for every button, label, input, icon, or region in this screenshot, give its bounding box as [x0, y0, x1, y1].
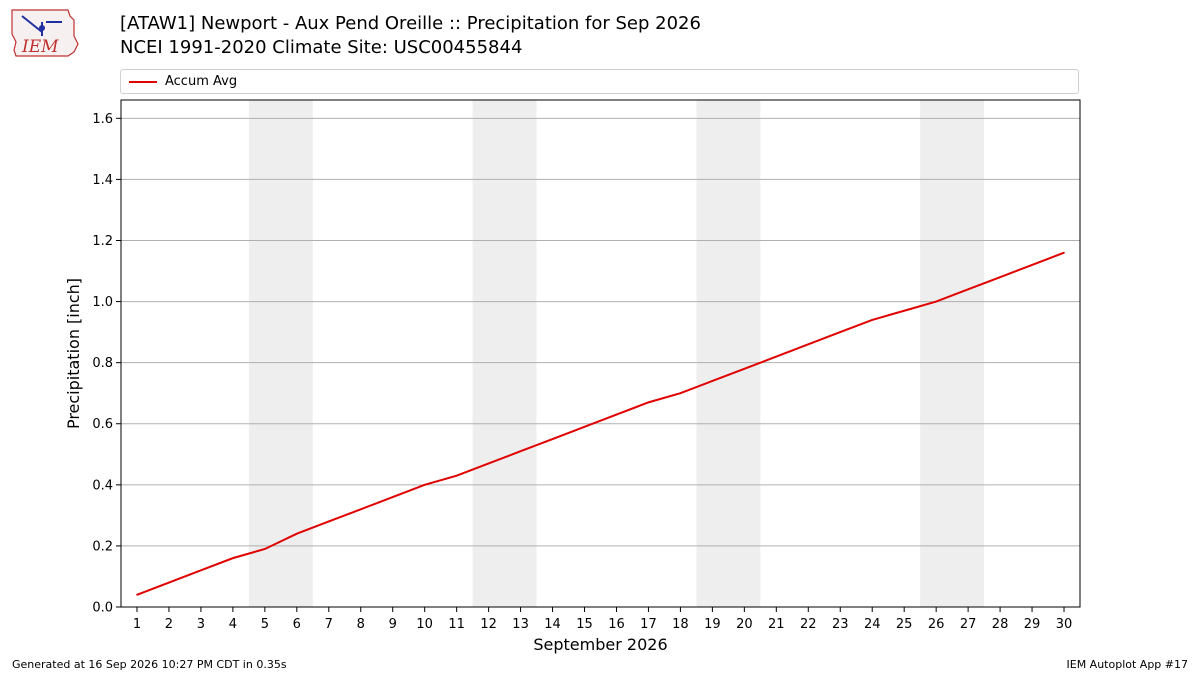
x-tick-label: 8	[357, 617, 365, 632]
x-tick-label: 19	[704, 617, 721, 632]
chart-subtitle: NCEI 1991-2020 Climate Site: USC00455844	[120, 37, 523, 58]
data-point	[775, 355, 778, 358]
data-point	[615, 413, 618, 416]
legend: Accum Avg	[120, 69, 1079, 94]
x-tick-label: 21	[768, 617, 785, 632]
data-point	[168, 581, 170, 584]
x-tick-label: 2	[165, 617, 173, 632]
x-tick-label: 6	[293, 617, 301, 632]
data-point	[232, 557, 234, 559]
data-point	[551, 438, 554, 440]
data-point	[1031, 264, 1033, 266]
y-tick-label: 1.6	[92, 112, 113, 127]
y-tick-label: 1.0	[92, 295, 113, 310]
x-tick-label: 13	[512, 617, 529, 632]
data-point	[296, 532, 298, 535]
chart-title: [ATAW1] Newport - Aux Pend Oreille :: Pr…	[120, 13, 701, 34]
x-tick-label: 12	[480, 617, 497, 632]
plot-frame	[120, 99, 1081, 608]
data-point	[264, 548, 266, 550]
footer-generated: Generated at 16 Sep 2026 10:27 PM CDT in…	[12, 658, 287, 671]
x-tick-label: 25	[896, 617, 913, 632]
data-point	[359, 508, 362, 511]
data-point	[935, 300, 937, 303]
data-point	[391, 496, 394, 498]
data-point	[679, 392, 682, 395]
data-point	[200, 569, 202, 572]
weekend-band	[920, 100, 985, 607]
data-point	[647, 401, 650, 404]
data-point	[743, 367, 746, 370]
data-point	[967, 288, 969, 291]
x-tick-label: 29	[1024, 617, 1041, 632]
weekend-band	[248, 100, 313, 607]
y-tick-label: 0.6	[92, 417, 113, 432]
legend-line-swatch	[129, 81, 157, 83]
legend-label: Accum Avg	[165, 74, 238, 89]
data-point	[487, 462, 490, 465]
data-point	[999, 276, 1001, 278]
x-tick-label: 1	[133, 617, 141, 632]
x-tick-label: 3	[197, 617, 205, 632]
y-tick-label: 0.2	[92, 539, 113, 554]
x-tick-label: 16	[608, 617, 625, 632]
weekend-band	[696, 100, 761, 607]
data-point	[1063, 251, 1065, 254]
data-point	[903, 309, 905, 312]
x-tick-label: 17	[640, 617, 657, 632]
x-tick-label: 26	[928, 617, 945, 632]
y-axis-label: Precipitation [inch]	[64, 278, 83, 429]
data-point	[711, 380, 714, 382]
x-tick-label: 15	[576, 617, 593, 632]
x-axis-label: September 2026	[533, 635, 667, 654]
data-point	[423, 484, 426, 486]
data-point	[871, 319, 874, 321]
weekend-band	[472, 100, 537, 607]
data-point	[519, 450, 522, 453]
series-line-accum-avg	[136, 251, 1065, 596]
footer-app: IEM Autoplot App #17	[1066, 658, 1189, 671]
x-tick-label: 9	[389, 617, 397, 632]
svg-text:IEM: IEM	[21, 37, 59, 57]
y-tick-label: 1.4	[92, 173, 113, 188]
data-point	[327, 520, 330, 523]
iem-logo-icon: IEM	[11, 9, 79, 57]
x-tick-label: 18	[672, 617, 689, 632]
data-point	[455, 474, 458, 477]
x-tick-label: 27	[960, 617, 977, 632]
y-tick-label: 1.2	[92, 234, 113, 249]
x-tick-label: 20	[736, 617, 753, 632]
x-tick-label: 22	[800, 617, 817, 632]
x-tick-label: 4	[229, 617, 237, 632]
x-tick-label: 7	[325, 617, 333, 632]
data-point	[807, 343, 810, 346]
x-tick-label: 10	[416, 617, 433, 632]
y-tick-label: 0.0	[92, 601, 113, 616]
x-tick-label: 24	[864, 617, 881, 632]
y-tick-label: 0.8	[92, 356, 113, 371]
x-tick-label: 30	[1056, 617, 1073, 632]
x-tick-label: 14	[544, 617, 561, 632]
data-point	[839, 331, 842, 333]
data-point	[583, 426, 586, 428]
x-tick-label: 5	[261, 617, 269, 632]
x-tick-label: 28	[992, 617, 1009, 632]
y-tick-label: 0.4	[92, 478, 113, 493]
x-tick-label: 23	[832, 617, 849, 632]
data-point	[136, 593, 138, 596]
x-tick-label: 11	[448, 617, 465, 632]
